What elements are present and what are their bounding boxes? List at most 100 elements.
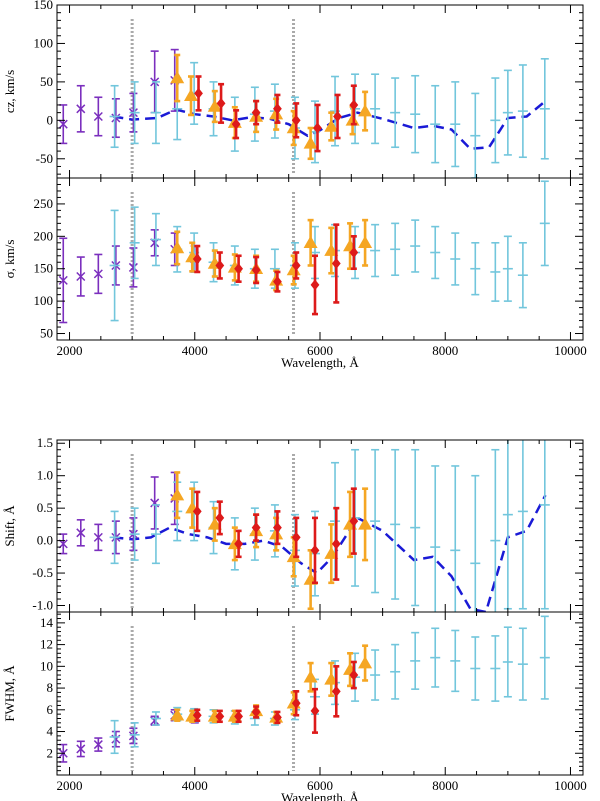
y-tick-label: 10 (40, 658, 53, 673)
data-point-diamond (192, 505, 202, 517)
data-point-diamond (215, 512, 225, 524)
y-axis-title: σ, km/s (2, 240, 17, 279)
y-tick-label: 8 (47, 680, 54, 695)
data-point-diamond (251, 264, 261, 276)
data-point-diamond (349, 669, 359, 681)
plot-area (58, 180, 550, 336)
data-point-x (128, 731, 138, 741)
data-point-diamond (331, 538, 341, 550)
data-point-diamond (349, 247, 359, 259)
data-point-triangle (170, 71, 185, 84)
y-tick-label: 14 (40, 615, 54, 630)
data-point-diamond (313, 122, 322, 134)
data-point-x (93, 532, 103, 542)
data-point-triangle (324, 672, 339, 685)
data-point-diamond (273, 522, 282, 534)
data-point-diamond (234, 263, 243, 275)
data-point-diamond (273, 276, 282, 288)
data-point-diamond (216, 97, 226, 109)
data-point-x (76, 271, 86, 282)
data-point-triangle (358, 235, 373, 249)
y-tick-label: 50 (40, 326, 53, 341)
panel-sigma: 2000 4000 6000 8000 10000 Wavelength, Å 50 100 1… (2, 177, 587, 370)
data-point-x (76, 744, 86, 754)
panel-fwhm: 2000 4000 6000 8000 10000 Wavelength, Å 2 4 6 8 10… (2, 611, 587, 801)
x-tick-label: 8000 (432, 778, 458, 793)
data-point-x (93, 111, 103, 122)
data-point-triangle (303, 670, 318, 683)
series-red (192, 487, 359, 585)
data-point-diamond (310, 279, 320, 291)
y-tick-label: 6 (47, 702, 54, 717)
data-point-x (76, 104, 86, 114)
data-point-x (58, 119, 68, 129)
data-point-triangle (324, 546, 339, 559)
x-axis-title: Wavelength, Å (281, 790, 359, 801)
series-purple (58, 471, 180, 555)
y-tick-label: 50 (40, 74, 53, 89)
series-skyblue (109, 615, 550, 755)
y-tick-label: 0.5 (37, 500, 53, 515)
data-point-triangle (303, 136, 318, 149)
data-point-diamond (215, 710, 225, 722)
panel-shift: -1.0 -0.5 0.0 0.5 1.0 1.5 Shift, Å (2, 435, 584, 613)
y-tick-label: 1.0 (37, 468, 53, 483)
data-point-diamond (192, 709, 202, 721)
data-point-triangle (170, 240, 185, 254)
data-point-diamond (273, 103, 282, 115)
y-tick-label: 1.5 (37, 435, 53, 450)
model-curve (113, 494, 547, 612)
panel-frame (56, 611, 584, 776)
data-point-diamond (291, 697, 301, 709)
data-point-x (93, 269, 103, 279)
data-point-diamond (215, 259, 225, 271)
data-point-triangle (184, 88, 199, 101)
y-tick-label: -1.0 (32, 598, 53, 613)
data-point-x (93, 740, 103, 750)
data-point-diamond (349, 515, 359, 527)
data-point-diamond (231, 118, 241, 130)
x-tick-label: 6000 (307, 343, 333, 358)
y-axis-title: Shift, Å (2, 505, 17, 547)
data-point-triangle (303, 235, 318, 249)
y-tick-label: 100 (34, 35, 54, 50)
x-tick-label: 2000 (57, 778, 83, 793)
series-red (192, 223, 359, 316)
data-point-diamond (331, 685, 341, 697)
data-point-triangle (207, 99, 222, 112)
x-tick-label: 10000 (554, 343, 587, 358)
data-point-x (76, 528, 86, 538)
x-tick-label: 4000 (182, 343, 208, 358)
data-point-x (58, 539, 68, 549)
y-tick-label: -0.5 (32, 565, 53, 580)
data-point-triangle (286, 121, 301, 134)
data-point-diamond (310, 544, 320, 556)
y-tick-label: 200 (34, 228, 54, 243)
data-point-triangle (358, 104, 373, 117)
data-point-x (111, 113, 121, 123)
panel-frame (56, 177, 584, 341)
y-axis-title: cz, km/s (2, 70, 17, 113)
series-red (192, 660, 359, 734)
data-point-diamond (333, 110, 342, 122)
data-point-diamond (234, 538, 243, 550)
y-tick-label: 2 (47, 745, 54, 760)
data-point-triangle (358, 656, 373, 669)
x-tick-label: 8000 (432, 343, 458, 358)
x-tick-label: 10000 (554, 778, 587, 793)
data-point-x (128, 262, 138, 272)
data-point-diamond (331, 258, 341, 270)
y-tick-label: 250 (34, 196, 54, 211)
y-tick-label: 0.0 (37, 533, 53, 548)
x-axis-title: Wavelength, Å (281, 355, 359, 370)
series-skyblue (109, 440, 550, 612)
series-red (194, 75, 359, 153)
data-point-diamond (234, 710, 243, 722)
x-tick-label: 6000 (307, 778, 333, 793)
data-point-diamond (251, 107, 261, 119)
y-tick-label: 150 (34, 261, 54, 276)
panel-cz: -50 0 50 100 150 cz, km/s (2, 0, 584, 179)
series-orange (170, 53, 373, 161)
y-tick-label: 0 (47, 112, 54, 127)
plot-area (58, 440, 550, 612)
